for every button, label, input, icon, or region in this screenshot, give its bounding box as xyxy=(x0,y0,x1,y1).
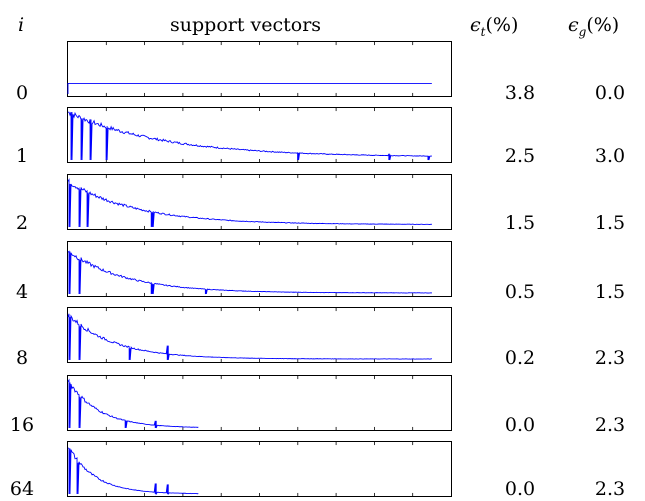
support-vector-trace xyxy=(67,250,432,295)
row-i: 16 xyxy=(9,414,35,436)
row-eps-g: 1.5 xyxy=(594,212,626,234)
row-i: 64 xyxy=(9,478,35,500)
support-vector-plot-1 xyxy=(68,108,432,162)
support-vector-trace xyxy=(67,378,199,429)
support-vector-trace xyxy=(67,82,432,94)
row-eps-t: 0.2 xyxy=(504,347,536,369)
row-eps-t: 0.0 xyxy=(504,478,536,500)
row-eps-g: 1.5 xyxy=(594,281,626,303)
panel-6 xyxy=(67,441,452,497)
column-header-eps-g: ϵg(%) xyxy=(568,14,619,43)
row-eps-g: 2.3 xyxy=(594,414,626,436)
row-eps-t: 1.5 xyxy=(504,212,536,234)
row-eps-t: 0.5 xyxy=(504,281,536,303)
column-header-i: i xyxy=(18,14,25,36)
eps-t-unit: (%) xyxy=(485,14,519,36)
support-vector-trace xyxy=(67,447,199,496)
row-eps-g: 2.3 xyxy=(594,478,626,500)
row-i: 2 xyxy=(15,212,29,234)
support-vector-trace xyxy=(67,313,432,361)
support-vector-plot-0 xyxy=(67,42,432,96)
support-vector-trace xyxy=(67,178,432,227)
row-i: 4 xyxy=(15,281,29,303)
row-i: 8 xyxy=(15,347,29,369)
eps-t-subscript: t xyxy=(480,24,486,39)
row-eps-t: 2.5 xyxy=(504,145,536,167)
eps-g-unit: (%) xyxy=(586,14,620,36)
row-i: 1 xyxy=(15,145,29,167)
row-eps-g: 3.0 xyxy=(594,145,626,167)
panel-5 xyxy=(67,375,452,431)
panel-4 xyxy=(67,307,452,363)
panel-0 xyxy=(67,41,452,97)
support-vector-plot-4 xyxy=(67,308,432,362)
column-header-eps-t: ϵt(%) xyxy=(470,14,518,43)
row-eps-g: 0.0 xyxy=(594,82,626,104)
support-vector-plot-6 xyxy=(67,442,414,496)
support-vector-trace xyxy=(68,111,432,161)
eps-t-symbol: ϵ xyxy=(470,14,481,36)
row-eps-g: 2.3 xyxy=(594,347,626,369)
eps-g-subscript: g xyxy=(578,24,587,39)
support-vector-plot-5 xyxy=(67,376,414,430)
row-eps-t: 3.8 xyxy=(504,82,536,104)
row-eps-t: 0.0 xyxy=(504,414,536,436)
panel-3 xyxy=(67,241,452,297)
eps-g-symbol: ϵ xyxy=(568,14,579,36)
panel-1 xyxy=(67,107,452,163)
support-vector-plot-2 xyxy=(67,175,432,229)
support-vector-plot-3 xyxy=(67,242,432,296)
row-i: 0 xyxy=(15,82,29,104)
column-header-support-vectors: support vectors xyxy=(170,14,322,36)
panel-2 xyxy=(67,174,452,230)
